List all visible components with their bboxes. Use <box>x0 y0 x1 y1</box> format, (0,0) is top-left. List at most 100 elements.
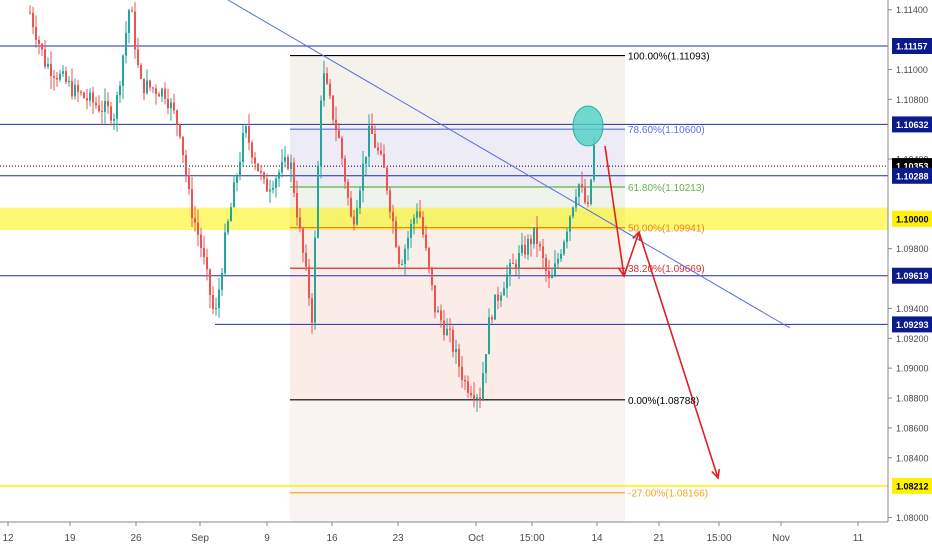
fib-zone-shade <box>290 55 625 130</box>
candle-body <box>251 142 253 158</box>
candle-body <box>590 179 592 204</box>
price-badge-label: 1.08212 <box>896 481 929 491</box>
candle-body <box>470 392 472 396</box>
candle-body <box>56 77 58 80</box>
candle-body <box>377 147 379 151</box>
candle-body <box>113 118 115 121</box>
time-tick-label: 12 <box>2 533 14 544</box>
candle-body <box>122 55 124 86</box>
candle-body <box>248 126 250 143</box>
candle-body <box>521 244 523 254</box>
candle-body <box>455 348 457 353</box>
candle-body <box>161 88 163 97</box>
candle-body <box>203 247 205 258</box>
candle-body <box>104 100 106 112</box>
candle-body <box>131 10 133 12</box>
candle-body <box>200 234 202 248</box>
price-tick-label: 1.09200 <box>896 334 929 344</box>
price-badge <box>892 316 932 333</box>
candle-body <box>227 221 229 233</box>
candle-body <box>425 234 427 249</box>
fib-zone-shade <box>290 399 625 522</box>
candle-body <box>260 171 262 173</box>
fib-level-label: 61.80%(1.10213) <box>628 183 705 194</box>
fib-level-label: -27.00%(1.08166) <box>628 489 708 500</box>
horizontal-levels <box>0 45 888 487</box>
candle-body <box>116 95 118 119</box>
fib-zone-shade <box>290 227 625 269</box>
candle-body <box>320 100 322 167</box>
candle-body <box>146 80 148 94</box>
candle-body <box>554 263 556 276</box>
fib-zone-shade <box>290 129 625 187</box>
candle-body <box>98 105 100 111</box>
candle-body <box>197 222 199 235</box>
candle-body <box>35 27 37 40</box>
candle-body <box>368 125 370 157</box>
candle-body <box>461 366 463 381</box>
time-tick-label: 26 <box>130 533 142 544</box>
candle-body <box>242 133 244 162</box>
candle-body <box>428 248 430 268</box>
projection-arrow-down <box>604 145 625 277</box>
candle-body <box>74 84 76 97</box>
candle-body <box>53 76 55 78</box>
candle-body <box>422 216 424 235</box>
candle-body <box>284 157 286 162</box>
candle-body <box>263 172 265 179</box>
price-badge <box>892 38 932 55</box>
candle-body <box>134 11 136 50</box>
time-tick-label: Sep <box>191 533 209 544</box>
candle-body <box>152 87 154 89</box>
candle-body <box>566 231 568 242</box>
candle-body <box>167 98 169 109</box>
candle-body <box>272 187 274 190</box>
candle-body <box>77 84 79 92</box>
candle-body <box>71 80 73 97</box>
candle-body <box>89 92 91 101</box>
candle-body <box>164 88 166 99</box>
candle-body <box>569 216 571 232</box>
candle-body <box>491 317 493 320</box>
time-tick-label: 14 <box>591 533 603 544</box>
candle-body <box>452 329 454 353</box>
time-axis: 12 19 26 Sep 9 16 23 Oct 15:00 14 21 15:00 Nov 11 <box>0 521 888 544</box>
candle-body <box>464 380 466 382</box>
candle-body <box>440 310 442 321</box>
candle-body <box>551 275 553 279</box>
candle-body <box>371 125 373 134</box>
candle-body <box>389 190 391 212</box>
candle-body <box>401 263 403 265</box>
time-tick-label: 9 <box>264 533 270 544</box>
candle-body <box>542 246 544 258</box>
candle-body <box>239 161 241 176</box>
candle-body <box>524 244 526 255</box>
candle-body <box>347 181 349 198</box>
fib-level-label: 0.00%(1.08788) <box>628 396 699 407</box>
projection-arrow-target <box>638 231 719 479</box>
price-badge-label: 1.10632 <box>896 120 929 130</box>
candle-body <box>95 102 97 106</box>
candle-body <box>419 211 421 217</box>
price-tick-label: 1.08800 <box>896 394 929 404</box>
projection-arrow-up <box>623 231 640 277</box>
candle-body <box>221 272 223 290</box>
price-badge-label: 1.10353 <box>896 162 929 172</box>
candle-body <box>206 257 208 270</box>
candle-body <box>338 130 340 138</box>
candle-body <box>185 155 187 176</box>
time-tick-label: 23 <box>392 533 404 544</box>
candle-body <box>62 71 64 74</box>
candle-body <box>275 178 277 188</box>
candle-body <box>350 197 352 217</box>
candle-body <box>323 73 325 101</box>
price-tick-label: 1.08600 <box>896 423 929 433</box>
fib-level-label: 50.00%(1.09941) <box>628 224 705 235</box>
price-candles <box>29 2 595 412</box>
highlight-circle <box>572 105 604 147</box>
candle-body <box>182 136 184 156</box>
candle-body <box>83 92 85 99</box>
candle-body <box>572 207 574 217</box>
candle-body <box>581 184 583 188</box>
